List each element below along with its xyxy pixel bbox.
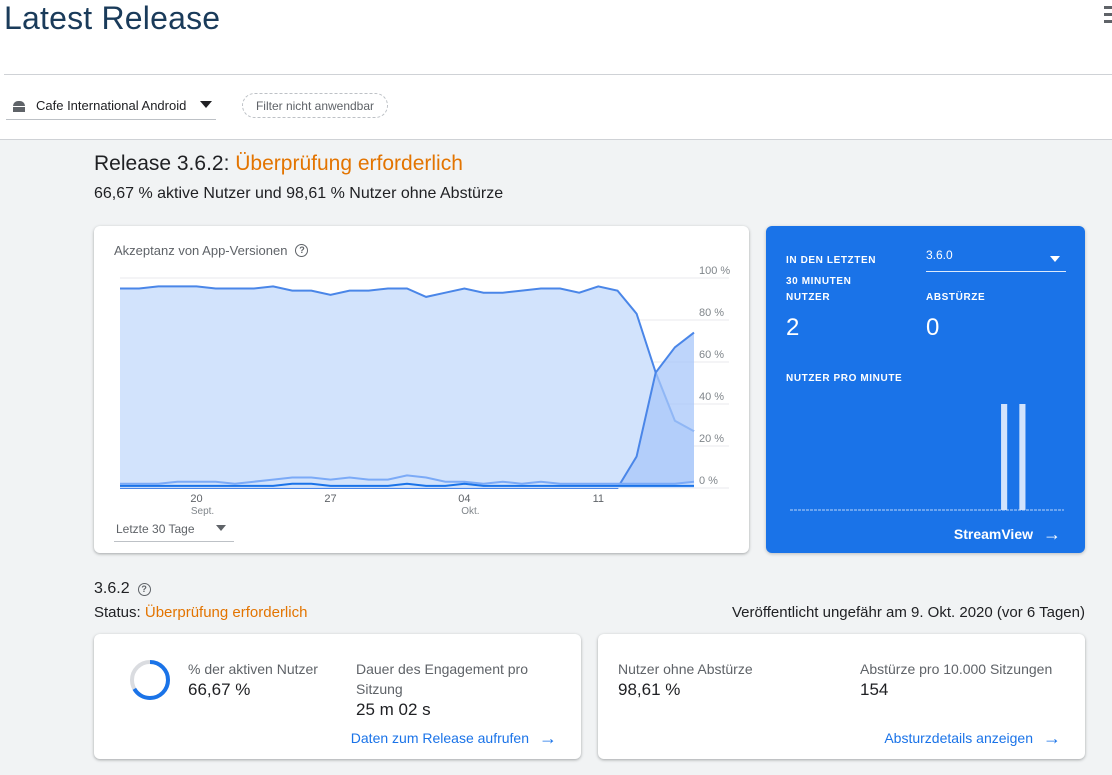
version-status: Status: Überprüfung erforderlich [94,604,307,621]
adoption-chart-card: 0 % 20 % 40 % 60 % 80 % 100 % 20 Sept. 27 04 Okt. 1… [94,226,749,553]
release-title: Release 3.6.2: Überprüfung erforderlich [94,152,463,176]
release-title-prefix: Release 3.6.2: [94,152,236,175]
series-area [120,332,694,488]
arrow-right-icon: → [539,728,557,748]
app-selector-label: Cafe International Android [36,98,187,113]
streamview-link-label: StreamView [953,526,1033,542]
arrow-right-icon: → [1043,728,1061,748]
x-tick-label: 11 [593,493,604,505]
active-users-donut [130,660,170,700]
time-range-select[interactable]: Letzte 30 Tage [114,518,234,542]
chevron-down-icon [1050,256,1060,262]
menu-icon[interactable] [1104,6,1112,28]
y-tick-label: 0 % [699,475,718,487]
chart-heading-label: Akzeptanz von App-Versionen [114,243,288,258]
streamview-link[interactable]: StreamView → [953,524,1061,544]
series-area [120,483,694,488]
help-icon[interactable]: ? [137,582,151,596]
series-area [120,286,694,488]
crash-free-value: 98,61 % [618,680,681,699]
users-value: 2 [786,314,800,341]
version-title: 3.6.2 ? [94,580,151,598]
y-tick-label: 100 % [699,265,730,277]
header-bar: Latest Release Cafe International Androi… [0,0,1112,140]
chevron-down-icon [216,525,226,531]
y-tick-label: 60 % [699,349,724,361]
crashes-per-sessions-label: Abstürze pro 10.000 Sitzungen [860,661,1053,677]
x-tick-sublabel: Sept. [191,506,214,517]
version-select-value: 3.6.0 [926,248,953,262]
crashes-value: 0 [926,314,940,341]
header-divider [4,74,1112,75]
y-tick-label: 20 % [699,433,724,445]
chart-heading: Akzeptanz von App-Versionen ? [114,243,309,258]
release-status: Überprüfung erforderlich [235,152,463,175]
chevron-down-icon [200,101,212,108]
per-minute-bar [1019,404,1026,510]
x-tick-sublabel: Okt. [461,506,479,517]
realtime-heading-line2: 30 MINUTEN [786,276,852,287]
engagement-value: 25 m 02 s [356,700,431,719]
android-icon [12,100,26,112]
release-data-link[interactable]: Daten zum Release aufrufen → [350,728,557,748]
release-data-link-label: Daten zum Release aufrufen [350,730,529,746]
app-selector[interactable]: Cafe International Android [6,92,216,120]
active-users-value: 66,67 % [188,680,251,699]
series-area [120,475,694,488]
crash-details-link-label: Absturzdetails anzeigen [884,730,1033,746]
realtime-heading: IN DEN LETZTEN 30 MINUTEN [786,254,876,289]
filter-chip[interactable]: Filter nicht anwendbar [242,93,388,118]
time-range-label: Letzte 30 Tage [116,522,195,536]
x-tick-label: 27 [324,493,336,505]
crash-details-link[interactable]: Absturzdetails anzeigen → [884,728,1061,748]
active-users-label: % der aktiven Nutzer [188,661,318,677]
y-tick-label: 80 % [699,307,724,319]
version-status-prefix: Status: [94,604,145,621]
x-tick-label: 20 [190,493,202,505]
page-title: Latest Release [4,0,221,36]
crashes-label: ABSTÜRZE [926,292,986,303]
arrow-right-icon: → [1043,524,1061,544]
published-date: Veröffentlicht ungefähr am 9. Okt. 2020 … [732,604,1085,621]
version-status-value: Überprüfung erforderlich [144,604,308,621]
series-line [120,285,695,433]
engagement-label: Dauer des Engagement pro Sitzung [356,659,528,699]
realtime-heading-line1: IN DEN LETZTEN [786,255,877,266]
realtime-card: IN DEN LETZTEN 30 MINUTEN 3.6.0 NUTZER 2… [766,226,1085,553]
series-line [120,474,695,485]
crash-stats-card: Nutzer ohne Abstürze 98,61 % Abstürze pr… [598,634,1085,759]
engagement-label-line1: Dauer des Engagement pro [356,661,528,677]
engagement-label-line2: Sitzung [356,681,403,697]
per-minute-label: NUTZER PRO MINUTE [786,373,903,384]
crash-free-label: Nutzer ohne Abstürze [618,661,753,677]
x-tick-label: 04 [458,493,470,505]
users-label: NUTZER [786,292,831,303]
per-minute-bar [1001,404,1008,510]
help-icon[interactable]: ? [295,244,309,257]
users-per-minute-chart [790,404,1064,511]
version-select[interactable]: 3.6.0 [926,248,1066,272]
y-tick-label: 40 % [699,391,724,403]
version-number: 3.6.2 [94,580,130,597]
release-summary: 66,67 % aktive Nutzer und 98,61 % Nutzer… [94,185,504,202]
crashes-per-sessions-value: 154 [860,680,889,699]
engagement-stats-card: % der aktiven Nutzer 66,67 % Dauer des E… [94,634,581,759]
series-line [120,482,694,487]
